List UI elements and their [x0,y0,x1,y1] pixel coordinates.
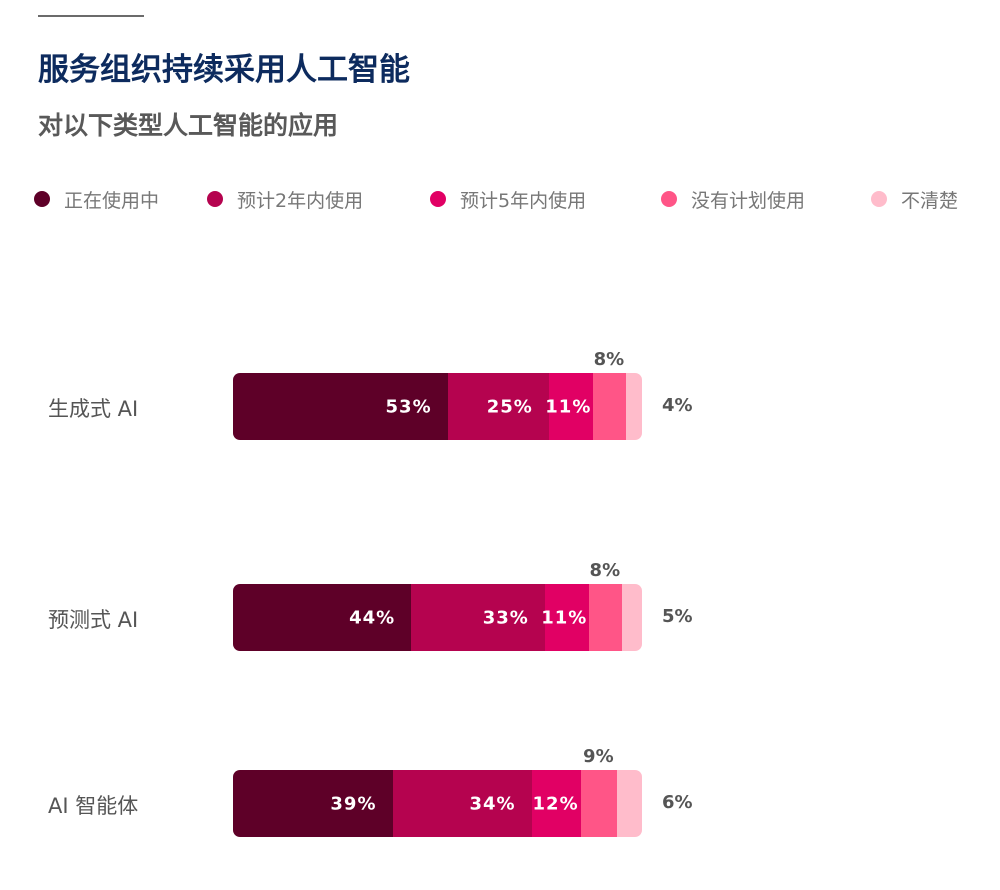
segment-value-label: 44% [349,607,396,628]
segment-value-label: 8% [593,349,625,370]
legend-dot-icon [661,191,677,207]
legend-dot-icon [430,191,446,207]
segment-value-label: 12% [532,793,579,814]
bar-segment: 11% [545,373,594,440]
bar-segment: 53% [233,373,448,440]
bar-segment [593,373,626,440]
bar-segment [589,584,622,651]
segment-value-label: 4% [662,395,693,416]
segment-value-label: 8% [589,560,621,581]
bar-segment: 34% [392,770,532,837]
category-label: 生成式 AI [48,397,139,421]
chart-subtitle: 对以下类型人工智能的应用 [38,111,339,140]
category-label: 预测式 AI [48,608,139,632]
legend-item: 不清楚 [871,186,958,212]
legend-dot-icon [207,191,223,207]
stacked-bar: 44% 33% 11% [233,584,642,651]
segment-value-label: 11% [541,607,588,628]
segment-value-label: 33% [482,607,529,628]
bar-segment: 12% [531,770,581,837]
segment-value-label: 11% [545,396,592,417]
bar-segment: 11% [541,584,590,651]
bar-segment: 33% [411,584,545,651]
legend-item: 正在使用中 [34,186,159,212]
legend-item: 没有计划使用 [661,186,805,212]
segment-value-label: 53% [385,396,432,417]
legend-item: 预计5年内使用 [430,186,586,212]
bar-segment: 44% [233,584,412,651]
bar-segment: 39% [233,770,393,837]
legend-dot-icon [871,191,887,207]
bar-segment [617,770,642,837]
stacked-bar: 39% 34% 12% [233,770,642,837]
legend-item: 预计2年内使用 [207,186,363,212]
segment-value-label: 39% [330,793,377,814]
bar-segment [580,770,618,837]
stacked-bar: 53% 25% 11% [233,373,642,440]
header-rule [38,15,144,17]
bar-segment: 25% [447,373,549,440]
legend-label: 不清楚 [901,189,959,212]
chart-title: 服务组织持续采用人工智能 [38,52,410,88]
legend-label: 正在使用中 [64,189,160,212]
segment-value-label: 9% [583,746,614,767]
segment-value-label: 25% [486,396,533,417]
legend-dot-icon [34,191,50,207]
legend-label: 没有计划使用 [691,189,806,212]
bar-segment [625,373,642,440]
segment-value-label: 34% [469,793,516,814]
legend-label: 预计5年内使用 [460,189,587,212]
segment-value-label: 5% [662,606,693,627]
bar-segment [621,584,642,651]
segment-value-label: 6% [662,792,693,813]
category-label: AI 智能体 [48,794,139,818]
legend-label: 预计2年内使用 [237,189,364,212]
